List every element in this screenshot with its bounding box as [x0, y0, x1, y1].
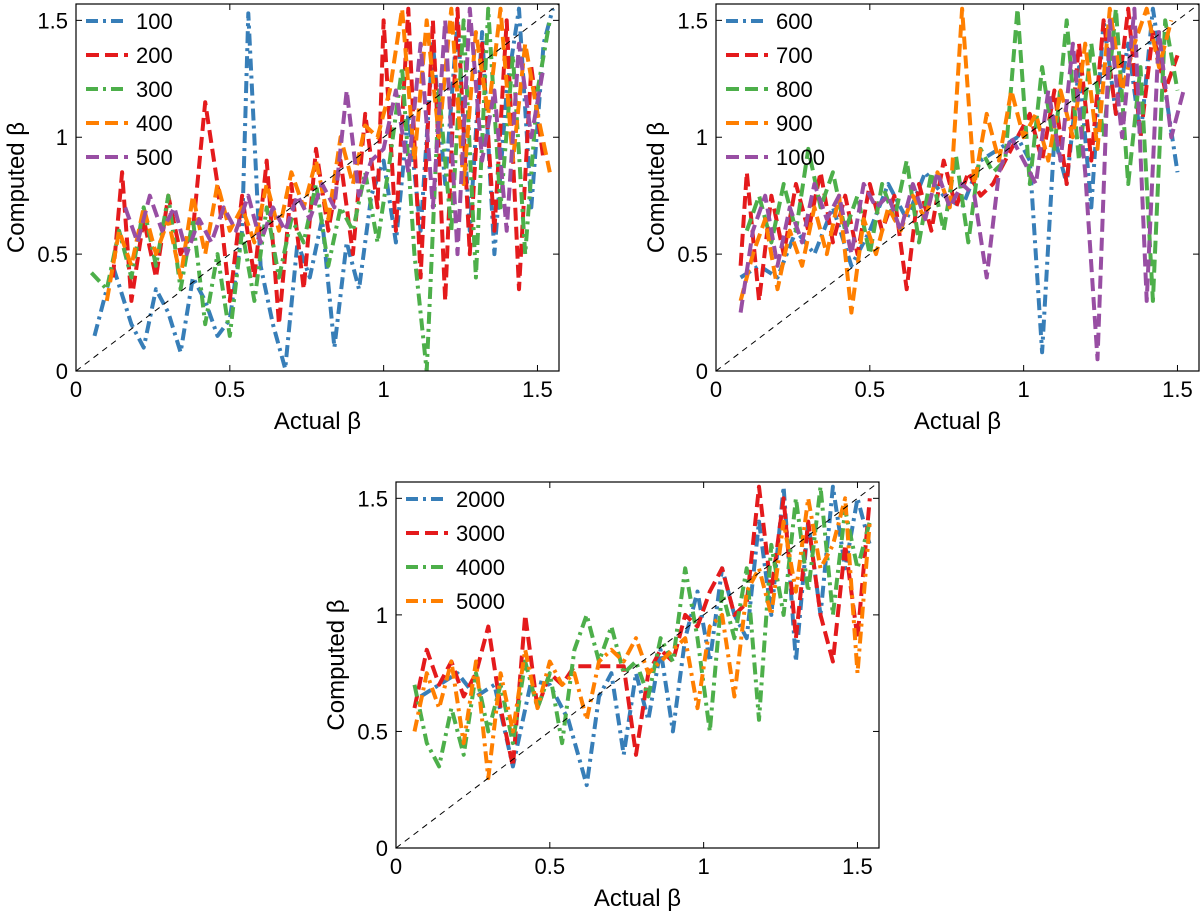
x-tick-label: 0: [70, 377, 82, 402]
axes-frame: [715, 3, 1200, 372]
legend-label-4000: 4000: [456, 555, 505, 580]
y-tick-label: 0.5: [357, 719, 388, 744]
x-tick-label: 0: [390, 854, 402, 879]
reference-line: [76, 4, 559, 371]
y-axis-label: Computed β: [643, 122, 670, 253]
x-tick-label: 0.5: [215, 377, 246, 402]
plot-area: [716, 4, 1199, 371]
plot-area: [396, 482, 879, 848]
y-tick-label: 1.5: [357, 486, 388, 511]
legend-label-800: 800: [776, 77, 813, 102]
x-axis-label: Actual β: [594, 885, 681, 912]
chart-panel-3: 0 0.5 1 1.5 0 0.5 1 1.5 Actual β Computed β 2000 30…: [323, 481, 880, 912]
legend-label-500: 500: [136, 145, 173, 170]
axes-frame: [75, 3, 560, 372]
y-axis-label: Computed β: [3, 122, 30, 253]
y-tick-label: 0: [696, 359, 708, 384]
x-axis-label: Actual β: [274, 408, 361, 435]
legend-label-400: 400: [136, 111, 173, 136]
legend: 2000 3000 4000 5000: [406, 487, 505, 614]
series-line-700: [738, 6, 1180, 303]
series-line-500: [123, 6, 546, 257]
y-tick-label: 0.5: [677, 242, 708, 267]
reference-line: [716, 4, 1199, 371]
plot-area: [76, 4, 559, 371]
legend-label-3000: 3000: [456, 521, 505, 546]
series-line-200: [110, 6, 546, 327]
axes-frame: [395, 481, 880, 849]
x-tick-label: 0: [710, 377, 722, 402]
series-line-5000: [412, 496, 872, 781]
reference-line: [396, 482, 879, 848]
y-tick-label: 1: [696, 125, 708, 150]
y-tick-label: 0: [56, 359, 68, 384]
legend-label-700: 700: [776, 43, 813, 68]
legend-label-5000: 5000: [456, 589, 505, 614]
x-axis-label: Actual β: [914, 408, 1001, 435]
legend-label-300: 300: [136, 77, 173, 102]
y-axis-label: Computed β: [323, 599, 350, 730]
x-tick-label: 1: [698, 854, 710, 879]
legend-label-1000: 1000: [776, 145, 825, 170]
y-tick-label: 1: [376, 603, 388, 628]
legend-label-100: 100: [136, 9, 173, 34]
y-tick-label: 1: [56, 125, 68, 150]
legend: 100 200 300 400 500: [86, 9, 173, 170]
series-line-3000: [412, 484, 872, 769]
series-line-400: [104, 6, 552, 302]
x-tick-label: 1.5: [522, 377, 553, 402]
y-tick-label: 1.5: [37, 8, 68, 33]
x-tick-label: 1: [1018, 377, 1030, 402]
legend-label-600: 600: [776, 9, 813, 34]
series-line-900: [738, 6, 1174, 315]
legend-label-2000: 2000: [456, 487, 505, 512]
x-tick-label: 1.5: [1162, 377, 1193, 402]
chart-panel-2: 0 0.5 1 1.5 0 0.5 1 1.5 Actual β Computed β 600 700…: [643, 3, 1200, 435]
y-tick-label: 0: [376, 836, 388, 861]
series-line-100: [92, 6, 555, 371]
series-line-4000: [412, 484, 872, 769]
x-tick-label: 1: [378, 377, 390, 402]
y-tick-label: 0.5: [37, 242, 68, 267]
y-tick-label: 1.5: [677, 8, 708, 33]
x-tick-label: 0.5: [535, 854, 566, 879]
x-tick-label: 0.5: [855, 377, 886, 402]
x-tick-label: 1.5: [842, 854, 873, 879]
chart-panel-1: 0 0.5 1 1.5 0 0.5 1 1.5 Actual β Computed β 100 200…: [3, 3, 560, 435]
legend: 600 700 800 900 1000: [726, 9, 825, 170]
legend-label-200: 200: [136, 43, 173, 68]
legend-label-900: 900: [776, 111, 813, 136]
series-line-2000: [419, 484, 872, 788]
